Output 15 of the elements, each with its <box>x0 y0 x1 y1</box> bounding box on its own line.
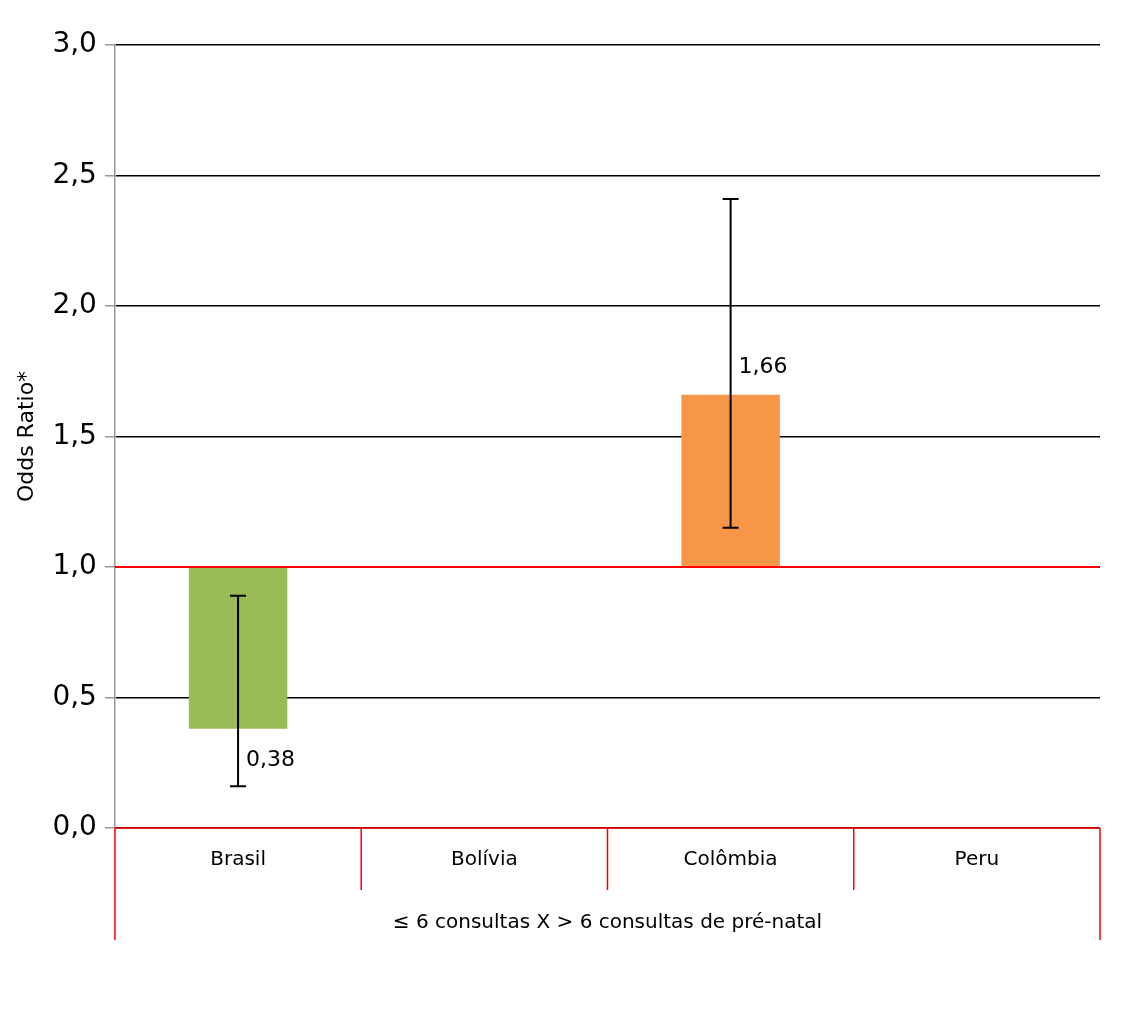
data-label: 1,66 <box>738 353 788 379</box>
x-axis-title: ≤ 6 consultas X > 6 consultas de pré-natal <box>392 909 823 934</box>
y-tick-label: 2,0 <box>52 287 97 321</box>
x-tick-label: Colômbia <box>683 846 778 871</box>
y-tick-label: 1,0 <box>52 548 97 582</box>
x-tick-label: Peru <box>954 846 1000 871</box>
y-tick-label: 1,5 <box>52 417 97 451</box>
y-tick-label: 3,0 <box>52 26 97 60</box>
x-tick-label: Brasil <box>210 846 266 871</box>
y-tick-label: 0,5 <box>52 678 97 712</box>
y-axis-title: Odds Ratio* <box>12 370 38 503</box>
data-label: 0,38 <box>246 745 296 771</box>
y-tick-label: 2,5 <box>52 156 97 190</box>
y-tick-label: 0,0 <box>52 809 97 843</box>
x-tick-label: Bolívia <box>450 846 518 871</box>
